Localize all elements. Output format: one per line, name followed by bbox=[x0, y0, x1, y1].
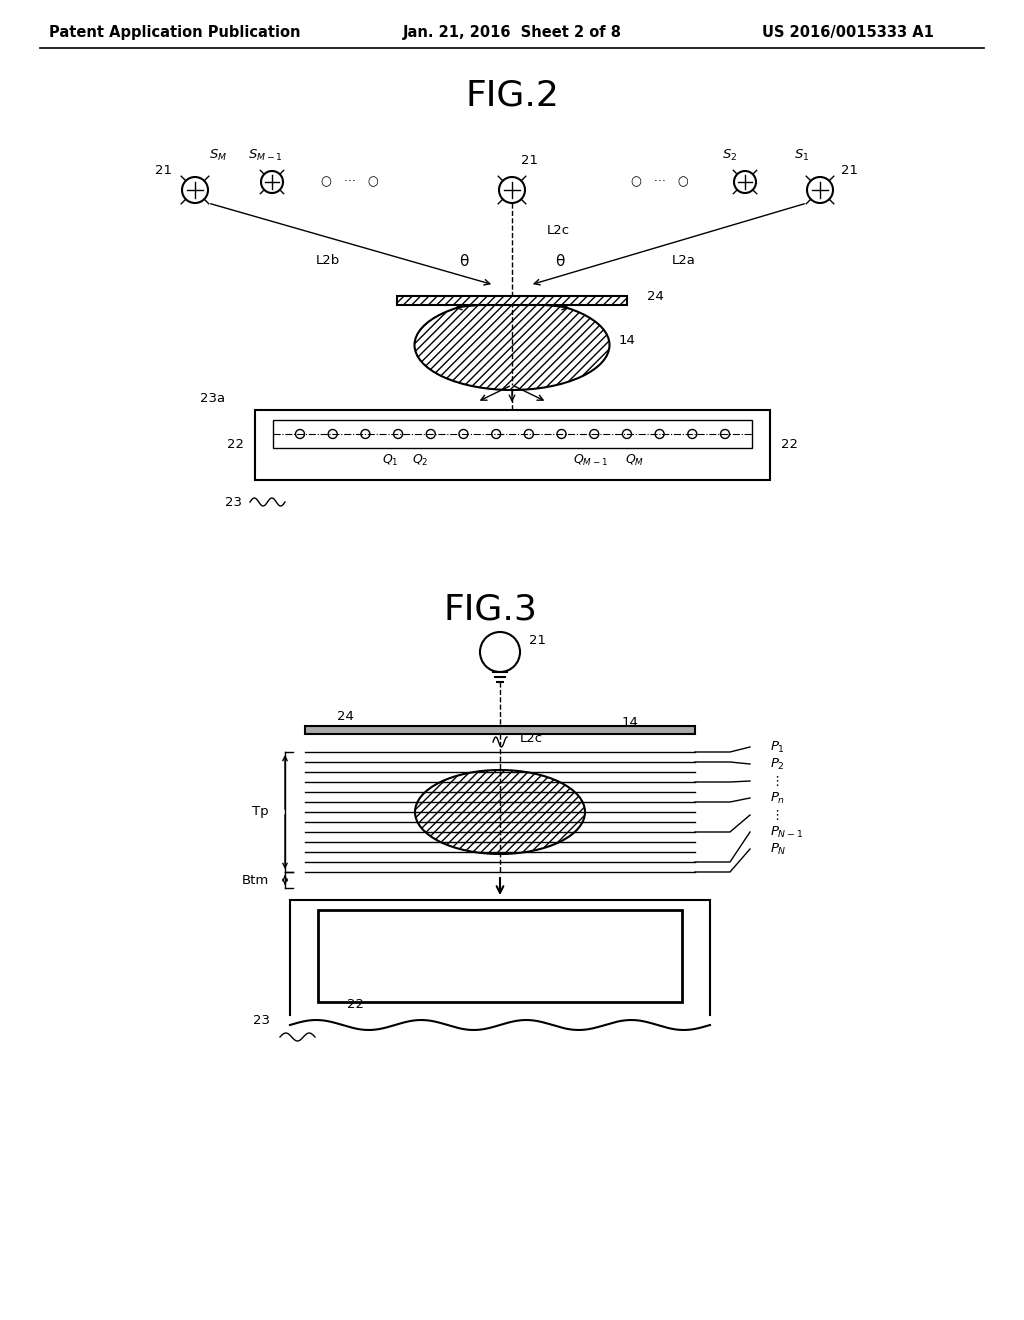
Text: L2a: L2a bbox=[672, 253, 696, 267]
Text: Btm: Btm bbox=[242, 874, 269, 887]
Text: $S_M$: $S_M$ bbox=[209, 148, 227, 162]
Text: 21: 21 bbox=[521, 153, 539, 166]
Bar bbox=[255, 411, 770, 480]
Text: FIG.3: FIG.3 bbox=[443, 593, 537, 627]
Text: 14: 14 bbox=[618, 334, 636, 346]
Text: $P_{N-1}$: $P_{N-1}$ bbox=[770, 825, 803, 840]
Text: $Q_M$: $Q_M$ bbox=[626, 453, 644, 467]
Text: $P_2$: $P_2$ bbox=[770, 756, 785, 772]
Text: 22: 22 bbox=[781, 438, 799, 451]
Text: θ: θ bbox=[555, 255, 564, 269]
Text: $P_1$: $P_1$ bbox=[770, 739, 785, 755]
Text: FIG.2: FIG.2 bbox=[465, 78, 559, 112]
Text: L2c: L2c bbox=[547, 223, 570, 236]
Text: 23: 23 bbox=[224, 495, 242, 508]
Text: $P_N$: $P_N$ bbox=[770, 841, 786, 857]
Bar bbox=[397, 296, 627, 305]
Text: L2b: L2b bbox=[315, 253, 340, 267]
Text: ○   ···   ○: ○ ··· ○ bbox=[322, 176, 379, 189]
Text: 22: 22 bbox=[226, 438, 244, 451]
Bar bbox=[305, 726, 695, 734]
Text: Patent Application Publication: Patent Application Publication bbox=[49, 25, 301, 40]
Text: $Q_2$: $Q_2$ bbox=[412, 453, 428, 467]
Text: 23a: 23a bbox=[201, 392, 225, 404]
Text: US 2016/0015333 A1: US 2016/0015333 A1 bbox=[762, 25, 934, 40]
Bar bbox=[273, 420, 752, 447]
Text: 24: 24 bbox=[646, 289, 664, 302]
Text: $\vdots$: $\vdots$ bbox=[770, 774, 779, 788]
Bar bbox=[318, 909, 682, 1002]
Text: 21: 21 bbox=[155, 164, 171, 177]
Text: $S_{M-1}$: $S_{M-1}$ bbox=[248, 148, 283, 162]
Text: 14: 14 bbox=[622, 715, 638, 729]
Text: $P_n$: $P_n$ bbox=[770, 791, 785, 805]
Text: θ: θ bbox=[460, 255, 469, 269]
Text: ○   ···   ○: ○ ··· ○ bbox=[631, 176, 689, 189]
Text: 21: 21 bbox=[529, 634, 547, 647]
Text: 22: 22 bbox=[346, 998, 364, 1011]
Text: Jan. 21, 2016  Sheet 2 of 8: Jan. 21, 2016 Sheet 2 of 8 bbox=[402, 25, 622, 40]
Text: L2c: L2c bbox=[520, 731, 543, 744]
Text: $Q_{M-1}$: $Q_{M-1}$ bbox=[572, 453, 607, 467]
Text: 21: 21 bbox=[842, 164, 858, 177]
Text: 23: 23 bbox=[254, 1014, 270, 1027]
Text: $S_2$: $S_2$ bbox=[722, 148, 737, 162]
Text: $\vdots$: $\vdots$ bbox=[770, 808, 779, 822]
Text: $Q_1$: $Q_1$ bbox=[382, 453, 398, 467]
Text: 24: 24 bbox=[337, 710, 353, 722]
Text: Tp: Tp bbox=[252, 805, 269, 818]
Text: $S_1$: $S_1$ bbox=[795, 148, 810, 162]
Bar bbox=[397, 296, 627, 305]
